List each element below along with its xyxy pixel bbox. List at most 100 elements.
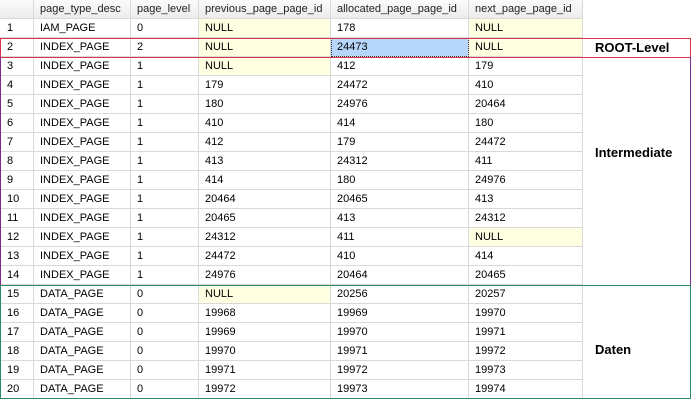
cell: 1	[131, 190, 199, 209]
cell: NULL	[199, 19, 331, 38]
cell: 19968	[199, 304, 331, 323]
cell: 413	[199, 152, 331, 171]
cell: 180	[331, 171, 469, 190]
intermediate-box	[0, 57, 691, 286]
cell: 20464	[199, 190, 331, 209]
cell: NULL	[199, 57, 331, 76]
cell: 412	[331, 57, 469, 76]
row-number: 16	[0, 304, 34, 323]
cell: 24976	[331, 95, 469, 114]
cell: INDEX_PAGE	[34, 190, 131, 209]
cell: 1	[131, 57, 199, 76]
row-number: 4	[0, 76, 34, 95]
cell: 24472	[199, 247, 331, 266]
row-number: 1	[0, 19, 34, 38]
cell: INDEX_PAGE	[34, 152, 131, 171]
cell: NULL	[199, 38, 331, 57]
cell: 20464	[469, 95, 583, 114]
cell: 24472	[331, 76, 469, 95]
cell: 19970	[469, 304, 583, 323]
data-box	[0, 285, 691, 399]
cell: 0	[131, 285, 199, 304]
cell: 1	[131, 76, 199, 95]
column-header: allocated_page_page_id	[331, 0, 469, 19]
cell: 19971	[469, 323, 583, 342]
cell: 179	[331, 133, 469, 152]
row-number: 12	[0, 228, 34, 247]
cell: NULL	[199, 285, 331, 304]
cell: DATA_PAGE	[34, 342, 131, 361]
cell: 24976	[469, 171, 583, 190]
cell: 19971	[199, 361, 331, 380]
cell: 1	[131, 228, 199, 247]
cell: 411	[469, 152, 583, 171]
cell: 0	[131, 342, 199, 361]
cell: IAM_PAGE	[34, 19, 131, 38]
cell: INDEX_PAGE	[34, 114, 131, 133]
cell: 24472	[469, 133, 583, 152]
cell: DATA_PAGE	[34, 285, 131, 304]
column-header: page_type_desc	[34, 0, 131, 19]
cell: 24976	[199, 266, 331, 285]
cell: 19972	[331, 361, 469, 380]
annotation: Intermediate	[595, 145, 673, 160]
column-header: next_page_page_id	[469, 0, 583, 19]
cell: 19972	[469, 342, 583, 361]
column-header: page_level	[131, 0, 199, 19]
cell: INDEX_PAGE	[34, 133, 131, 152]
cell: NULL	[469, 38, 583, 57]
column-header: previous_page_page_id	[199, 0, 331, 19]
cell: 20465	[199, 209, 331, 228]
row-number: 11	[0, 209, 34, 228]
cell: 410	[199, 114, 331, 133]
cell: 1	[131, 266, 199, 285]
cell: 180	[469, 114, 583, 133]
cell: NULL	[469, 228, 583, 247]
row-number: 10	[0, 190, 34, 209]
cell: DATA_PAGE	[34, 323, 131, 342]
cell: 20256	[331, 285, 469, 304]
cell: 179	[199, 76, 331, 95]
row-number: 13	[0, 247, 34, 266]
cell: 1	[131, 152, 199, 171]
corner-header	[0, 0, 34, 19]
cell: INDEX_PAGE	[34, 57, 131, 76]
root-box	[0, 38, 691, 58]
cell: 179	[469, 57, 583, 76]
cell: 1	[131, 209, 199, 228]
cell: 24312	[331, 152, 469, 171]
cell: 413	[331, 209, 469, 228]
annotation: Daten	[595, 342, 632, 357]
cell: 1	[131, 114, 199, 133]
cell: 414	[469, 247, 583, 266]
row-number: 3	[0, 57, 34, 76]
row-number: 5	[0, 95, 34, 114]
cell: 19969	[199, 323, 331, 342]
cell: 410	[469, 76, 583, 95]
row-number: 18	[0, 342, 34, 361]
cell: NULL	[469, 19, 583, 38]
cell: 414	[199, 171, 331, 190]
cell: INDEX_PAGE	[34, 209, 131, 228]
cell: 414	[331, 114, 469, 133]
cell: 19973	[469, 361, 583, 380]
cell: INDEX_PAGE	[34, 171, 131, 190]
row-number: 7	[0, 133, 34, 152]
cell: 178	[331, 19, 469, 38]
cell: 0	[131, 323, 199, 342]
cell: 24473	[331, 38, 469, 57]
cell: 410	[331, 247, 469, 266]
annotation: ROOT-Level	[595, 40, 670, 55]
row-number: 15	[0, 285, 34, 304]
cell: 19971	[331, 342, 469, 361]
cell: 411	[331, 228, 469, 247]
cell: 0	[131, 304, 199, 323]
cell: 1	[131, 247, 199, 266]
cell: INDEX_PAGE	[34, 266, 131, 285]
cell: INDEX_PAGE	[34, 95, 131, 114]
cell: 0	[131, 19, 199, 38]
cell: 19970	[331, 323, 469, 342]
cell: INDEX_PAGE	[34, 76, 131, 95]
cell: 1	[131, 95, 199, 114]
